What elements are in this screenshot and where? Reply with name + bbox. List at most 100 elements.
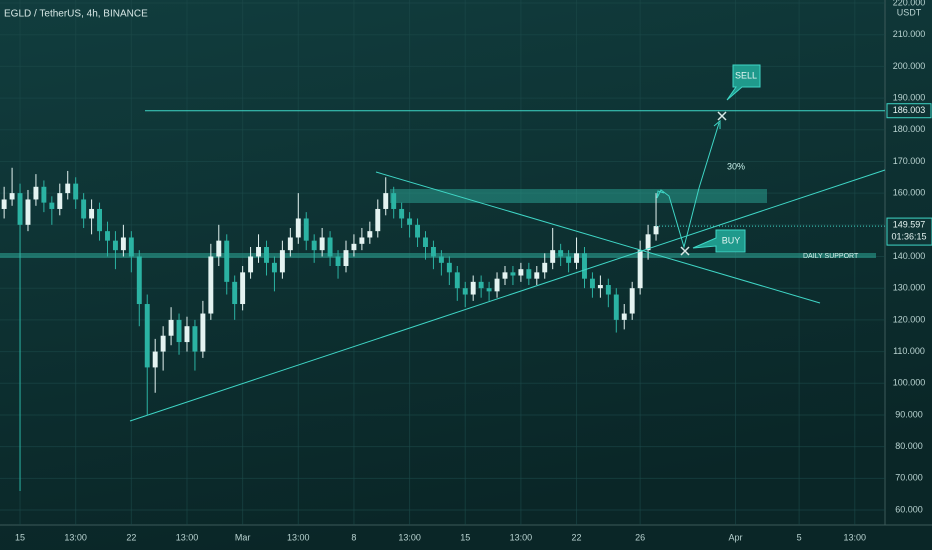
y-tick-label: 140.000 (893, 251, 926, 261)
candle-body (621, 313, 627, 320)
arrow-heads (656, 119, 721, 199)
candle-body (566, 256, 572, 263)
candle-body (144, 304, 150, 368)
y-unit: USDT (897, 7, 922, 17)
buy-label: BUY (722, 235, 741, 245)
candle-body (9, 193, 15, 200)
buy-callout (692, 229, 746, 253)
candle-body (81, 199, 87, 219)
candle-body (478, 281, 484, 289)
candle-body (629, 288, 635, 314)
candle-body (558, 250, 564, 257)
candle-body (271, 262, 277, 273)
candle-body (423, 237, 428, 247)
candle-body (526, 269, 532, 279)
y-tick-label: 80.000 (895, 441, 923, 451)
candle-body (589, 278, 595, 289)
candle-body (645, 234, 651, 251)
candle-body (574, 253, 580, 263)
candle-body (311, 240, 317, 251)
y-tick-label: 200.000 (893, 61, 926, 71)
candle-body (112, 240, 118, 251)
candle-body (542, 262, 548, 273)
y-tick-label: 220.000 (893, 0, 926, 7)
candle-body (335, 256, 341, 267)
candle-body (105, 231, 110, 241)
candle-body (653, 226, 659, 235)
candle-body (391, 193, 397, 209)
candles (1, 167, 659, 491)
candle-body (399, 208, 405, 219)
ascending-trendline (129, 169, 886, 422)
candle-body (160, 335, 166, 352)
candle-body (319, 237, 325, 251)
x-tick-label: 13:00 (176, 532, 199, 542)
candle-body (208, 256, 214, 314)
candle-body (73, 183, 79, 200)
y-tick-label: 110.000 (893, 346, 925, 356)
candle-body (264, 246, 269, 263)
candle-body (407, 218, 413, 225)
x-tick-label: 13:00 (64, 532, 87, 542)
target-price-tag (886, 103, 932, 119)
candle-body (438, 256, 444, 263)
y-tick-label: 90.000 (895, 409, 923, 419)
candle-body (510, 272, 516, 276)
candle-body (279, 250, 285, 273)
candle-body (216, 240, 222, 257)
candle-body (486, 288, 492, 292)
resistance-zone (390, 189, 767, 203)
target-price-label: 186.003 (893, 105, 926, 115)
overlay: 186.003 149.597 01:36:15 (145, 103, 932, 246)
candle-body (1, 199, 7, 209)
last-price-label: 149.597 (893, 219, 926, 229)
descending-trendline (375, 171, 821, 304)
y-tick-label: 130.000 (893, 283, 926, 293)
x-tick-label: 8 (351, 532, 356, 542)
candle-body (502, 272, 508, 279)
candle-body (367, 231, 373, 238)
y-tick-label: 60.000 (895, 504, 923, 514)
y-tick-label: 160.000 (893, 188, 926, 198)
x-tick-label: 13:00 (287, 532, 310, 542)
candle-body (582, 253, 587, 279)
candle-body (168, 319, 174, 336)
candle-body (415, 224, 421, 238)
last-price-tag (886, 217, 932, 246)
candle-body (41, 186, 47, 203)
y-tick-label: 120.000 (893, 314, 926, 324)
candle-body (343, 250, 349, 267)
y-tick-label: 190.000 (893, 92, 926, 102)
candle-body (295, 218, 301, 238)
y-tick-label: 180.000 (893, 124, 926, 134)
x-tick-label: Apr (729, 532, 743, 542)
y-tick-label: 100.000 (893, 378, 926, 388)
candle-body (49, 202, 55, 209)
candle-body (494, 278, 500, 292)
chart-title: EGLD / TetherUS, 4h, BINANCE (4, 9, 148, 20)
candle-body (89, 208, 95, 219)
candle-body (446, 262, 452, 273)
candle-body (462, 288, 468, 295)
countdown-label: 01:36:15 (891, 231, 926, 241)
candle-body (97, 208, 102, 232)
candle-body (17, 193, 23, 225)
candle-body (351, 243, 357, 251)
candle-body (327, 237, 333, 257)
y-tick-label: 170.000 (893, 156, 926, 166)
x-tick-label: 15 (15, 532, 25, 542)
candle-body (613, 294, 619, 320)
candle-body (192, 326, 198, 352)
candle-body (240, 272, 246, 305)
target-marker (717, 111, 727, 121)
candle-body (120, 237, 126, 251)
y-tick-label: 210.000 (893, 29, 926, 39)
candle-body (33, 186, 39, 200)
candle-body (287, 237, 293, 251)
candle-body (65, 183, 71, 194)
support-band (0, 253, 876, 258)
candle-body (25, 199, 31, 225)
candle-body (383, 193, 389, 209)
candle-body (303, 218, 309, 241)
